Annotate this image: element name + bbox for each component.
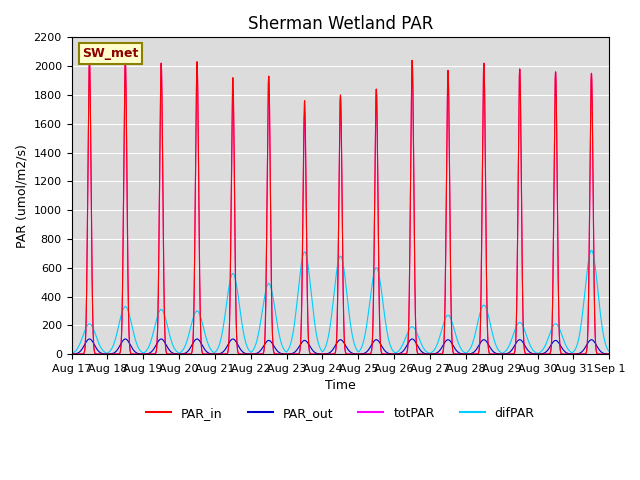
Legend: PAR_in, PAR_out, totPAR, difPAR: PAR_in, PAR_out, totPAR, difPAR: [141, 402, 540, 424]
Y-axis label: PAR (umol/m2/s): PAR (umol/m2/s): [15, 144, 28, 248]
X-axis label: Time: Time: [325, 379, 356, 392]
Text: SW_met: SW_met: [83, 47, 139, 60]
Title: Sherman Wetland PAR: Sherman Wetland PAR: [248, 15, 433, 33]
